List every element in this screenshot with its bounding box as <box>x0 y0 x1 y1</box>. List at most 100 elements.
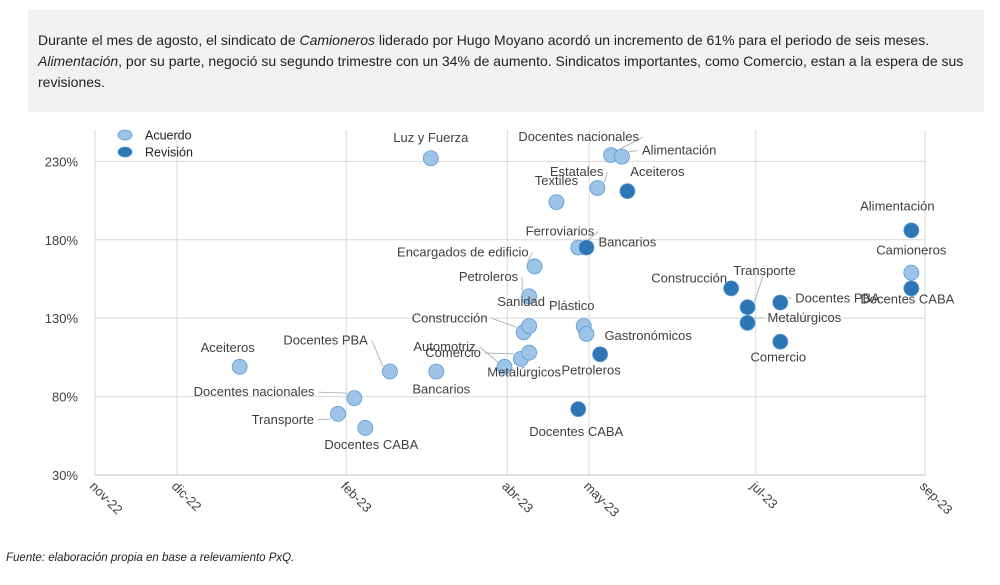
acuerdo-point <box>496 358 513 375</box>
label-leader-line <box>628 150 638 153</box>
x-axis: nov-22 dic-22 feb-23 abr-23 may-23 jul-23 sep-… <box>87 474 956 520</box>
point-label: Alimentación <box>860 198 934 213</box>
legend: Acuerdo Revisión <box>117 129 193 160</box>
point-label: Gastronómicos <box>604 328 692 343</box>
label-leader-line <box>491 317 517 328</box>
revision-point <box>619 183 636 200</box>
chart-grid <box>94 130 926 476</box>
point-label: Camioneros <box>876 243 947 258</box>
legend-marker-revision <box>117 146 133 158</box>
acuerdo-point <box>346 390 363 407</box>
point-label: Docentes PBA <box>795 291 880 306</box>
label-leader-line <box>603 171 608 184</box>
acuerdo-point <box>357 420 374 436</box>
y-tick-label: 180% <box>45 233 79 248</box>
point-label: Bancarios <box>412 382 470 397</box>
revision-point <box>903 222 920 239</box>
acuerdo-point <box>521 318 538 334</box>
revision-point <box>903 280 920 297</box>
acuerdo-point <box>428 363 445 380</box>
data-points <box>231 147 920 436</box>
point-label: Automotriz <box>413 339 475 354</box>
description-text-3: , por su parte, negoció su segundo trime… <box>38 53 964 90</box>
scatter-chart: 30% 80% 130% 180% 230% nov-22 dic-22 feb-23 abr… <box>45 129 956 520</box>
acuerdo-point <box>381 363 398 380</box>
label-leader-line <box>484 352 514 355</box>
point-label: Alimentación <box>642 143 716 158</box>
point-label: Docentes nacionales <box>518 129 639 144</box>
label-leader-line <box>527 252 533 262</box>
x-tick-label: nov-22 <box>87 479 126 518</box>
label-leader-line <box>617 136 644 151</box>
revision-point <box>772 333 789 350</box>
revision-point <box>739 299 756 316</box>
x-tick-label: may-23 <box>581 479 622 520</box>
description-emphasis-camioneros: Camioneros <box>299 32 375 48</box>
legend-label-acuerdo: Acuerdo <box>145 129 192 143</box>
y-axis: 30% 80% 130% 180% 230% <box>45 154 79 483</box>
y-tick-label: 230% <box>45 154 79 169</box>
description-text-2: liderado por Hugo Moyano acordó un incre… <box>374 32 930 48</box>
point-label: Construcción <box>651 270 727 285</box>
point-label: Luz y Fuerza <box>393 130 469 145</box>
point-label: Bancarios <box>598 235 656 250</box>
point-label: Estatales <box>550 164 604 179</box>
acuerdo-point <box>422 150 439 167</box>
point-label: Aceiteros <box>201 340 256 355</box>
point-label: Transporte <box>252 412 314 427</box>
label-leader-line <box>787 297 792 299</box>
revision-point <box>570 401 587 418</box>
point-label: Transporte <box>733 263 795 278</box>
legend-marker-acuerdo <box>117 129 133 141</box>
revision-point <box>739 314 756 331</box>
point-label: Aceiteros <box>630 164 685 179</box>
acuerdo-point <box>578 325 595 342</box>
x-tick-label: feb-23 <box>338 479 375 516</box>
source-note: Fuente: elaboración propia en base a rel… <box>6 552 295 564</box>
point-label: Plástico <box>549 298 595 313</box>
label-leader-line <box>371 340 384 367</box>
point-label: Textiles <box>535 173 579 188</box>
acuerdo-point <box>521 344 538 361</box>
label-leader-line <box>317 418 332 421</box>
point-label: Petroleros <box>459 269 519 284</box>
acuerdo-point <box>903 264 920 281</box>
label-leader-line <box>318 391 348 394</box>
revision-point <box>723 280 740 297</box>
acuerdo-point <box>231 358 248 375</box>
acuerdo-point <box>614 148 630 165</box>
point-label: Metalúrgicos <box>768 310 842 325</box>
point-label: Construcción <box>412 310 488 325</box>
point-label: Petroleros <box>561 362 621 377</box>
point-label: Sanidad <box>497 294 545 309</box>
y-tick-label: 30% <box>52 468 78 483</box>
point-label: Comercio <box>750 350 806 365</box>
acuerdo-point <box>526 258 543 275</box>
acuerdo-point <box>330 405 346 422</box>
point-label: Ferroviarios <box>526 224 595 239</box>
label-leader-line <box>754 271 765 303</box>
point-label: Docentes nacionales <box>194 384 315 399</box>
point-label: Docentes CABA <box>324 437 418 452</box>
point-label: Docentes CABA <box>860 291 954 306</box>
x-tick-label: dic-22 <box>169 479 205 515</box>
acuerdo-point <box>548 194 565 211</box>
point-label: Encargados de edificio <box>397 244 529 259</box>
chart-description: Durante el mes de agosto, el sindicato d… <box>28 10 984 112</box>
y-tick-label: 130% <box>45 311 79 326</box>
acuerdo-point <box>521 288 538 305</box>
x-tick-label: sep-23 <box>917 479 956 518</box>
x-tick-label: abr-23 <box>499 479 536 516</box>
description-emphasis-alimentacion: Alimentación <box>38 53 119 69</box>
revision-point <box>578 239 595 256</box>
point-label: Docentes PBA <box>283 333 368 348</box>
x-tick-label: jul-23 <box>747 478 781 512</box>
acuerdo-point <box>589 180 606 196</box>
description-text-1: Durante el mes de agosto, el sindicato d… <box>38 32 300 48</box>
point-label: Comercio <box>425 345 481 360</box>
point-label: Docentes CABA <box>529 424 623 439</box>
y-tick-label: 80% <box>52 390 78 405</box>
legend-label-revision: Revisión <box>145 146 193 160</box>
revision-point <box>592 346 608 363</box>
